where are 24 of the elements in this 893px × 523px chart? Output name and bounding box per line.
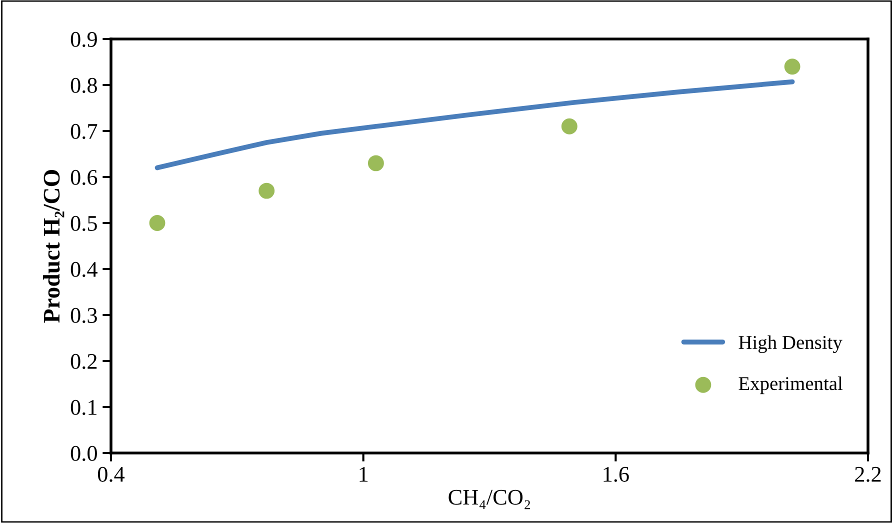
y-tick-label: 0.8	[70, 78, 97, 94]
y-tick-label: 0.2	[70, 354, 97, 370]
y-tick-label: 0.6	[70, 170, 98, 186]
legend-label: Experimental	[738, 376, 843, 394]
y-tick-label: 0.0	[70, 446, 97, 462]
x-tick-label: 2.2	[855, 466, 881, 482]
point	[784, 58, 800, 75]
x-tick-label: 1.6	[604, 466, 629, 482]
point	[258, 182, 275, 199]
line-series	[154, 79, 795, 170]
point	[368, 155, 384, 172]
legend-label: High Density	[738, 335, 842, 354]
y-tick-label: 0.3	[70, 308, 97, 324]
point	[149, 215, 166, 231]
x-axis-title: CH₄/CO₂	[448, 490, 530, 510]
point	[561, 118, 578, 134]
y-tick-label: 0.7	[70, 124, 98, 140]
y-tick-label: 0.4	[70, 262, 98, 278]
x-tick-label: 0.4	[98, 466, 125, 482]
y-tick-label: 0.1	[70, 400, 96, 416]
y-tick-label: 0.5	[70, 216, 97, 232]
y-axis-title: Product H₂/CO	[43, 170, 64, 323]
x-tick-label: 1	[360, 466, 368, 482]
y-tick-label: 0.9	[70, 32, 97, 48]
